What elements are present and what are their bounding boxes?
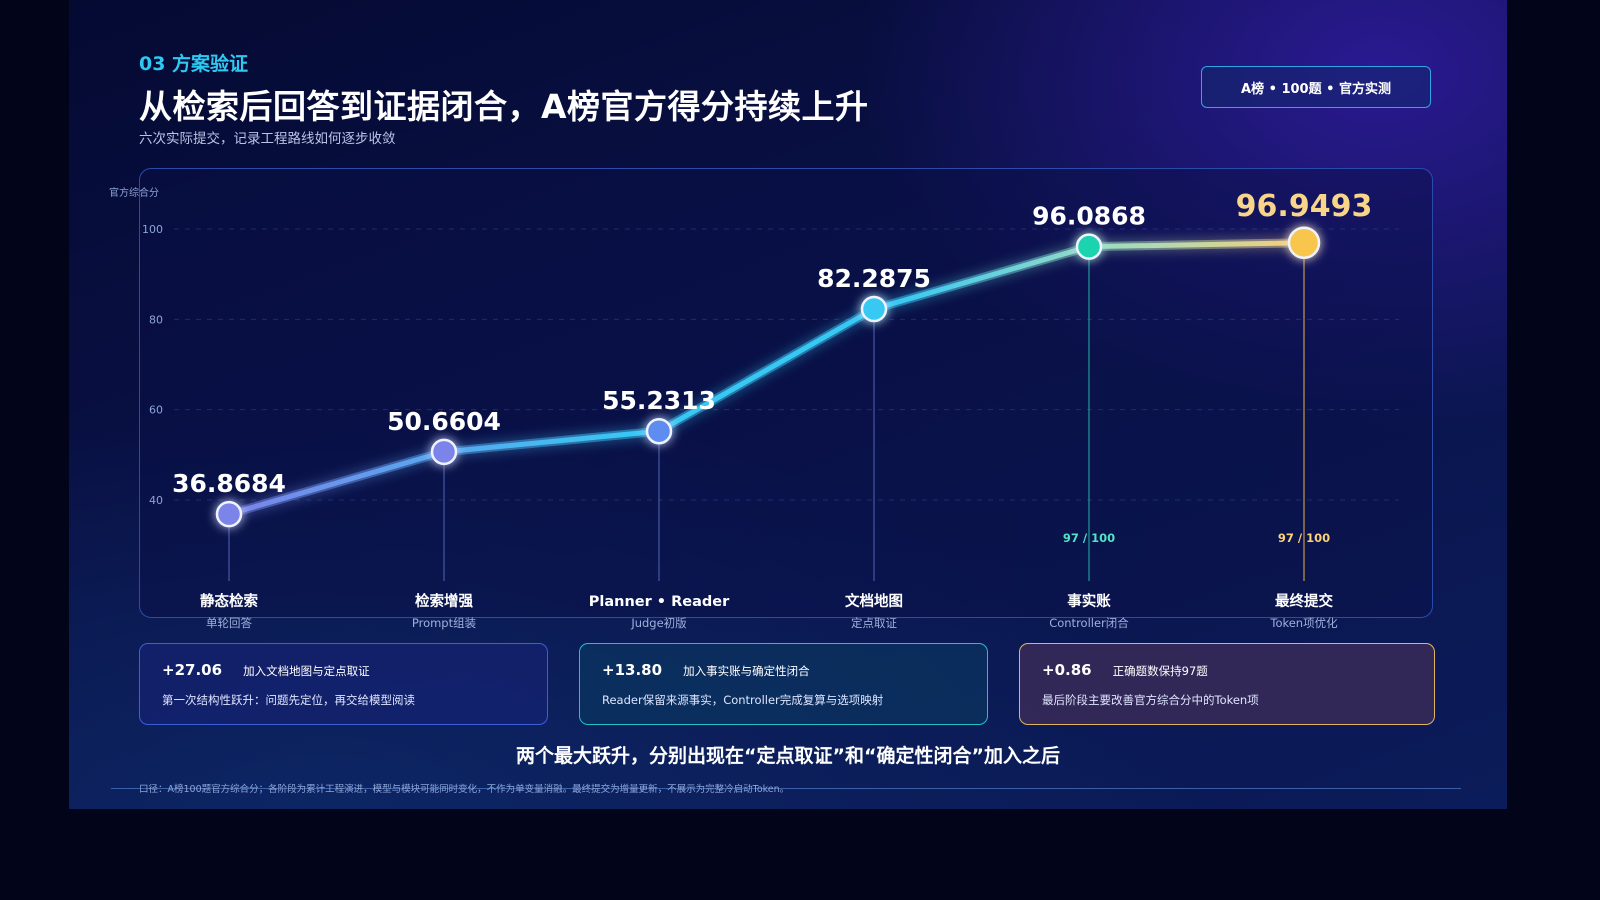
- series-line-glow: [224, 238, 1309, 519]
- card-description: Reader保留来源事实，Controller完成复算与选项映射: [602, 693, 884, 707]
- y-tick-label: 100: [142, 223, 163, 236]
- page-title: 从检索后回答到证据闭合，A榜官方得分持续上升: [139, 87, 869, 126]
- value-label: 96.0868: [1032, 202, 1146, 231]
- score-line-chart: 官方综合分 40 60 80 100 36.8684 50.6604 55.2313 82.28…: [109, 186, 1399, 630]
- slide: 03 方案验证 从检索后回答到证据闭合，A榜官方得分持续上升 六次实际提交，记录…: [69, 0, 1507, 809]
- x-category-sublabel: Judge初版: [630, 616, 687, 630]
- x-category-sublabel: 单轮回答: [206, 616, 252, 630]
- x-category-label: 检索增强: [415, 592, 473, 610]
- x-category-sublabel: Prompt组装: [412, 616, 477, 630]
- card-delta: +27.06: [162, 661, 223, 679]
- correct-count-annotation: 97 / 100: [1278, 531, 1330, 545]
- x-category-sublabel: Controller闭合: [1049, 616, 1129, 630]
- insight-card-fact-ledger: +13.80 加入事实账与确定性闭合 Reader保留来源事实，Controll…: [579, 643, 988, 725]
- x-category-sublabel: 定点取证: [851, 616, 897, 630]
- insight-card-final-submission: +0.86 正确题数保持97题 最后阶段主要改善官方综合分中的Token项: [1019, 643, 1435, 725]
- correct-count-annotation: 97 / 100: [1063, 531, 1115, 545]
- x-category-label: 静态检索: [200, 592, 258, 610]
- data-point: [645, 417, 673, 445]
- value-label: 50.6604: [387, 407, 501, 436]
- value-label: 96.9493: [1236, 189, 1373, 224]
- card-title: 加入文档地图与定点取证: [243, 664, 370, 678]
- card-delta: +13.80: [602, 661, 663, 679]
- scope-badge: A榜 • 100题 • 官方实测: [1201, 66, 1431, 108]
- data-point: [1287, 226, 1321, 260]
- data-point: [1075, 233, 1103, 260]
- page-subtitle: 六次实际提交，记录工程路线如何逐步收敛: [139, 131, 396, 147]
- y-tick-label: 40: [149, 494, 163, 507]
- insight-card-document-map: +27.06 加入文档地图与定点取证 第一次结构性跃升：问题先定位，再交给模型阅…: [139, 643, 548, 725]
- value-label: 55.2313: [602, 386, 716, 415]
- y-axis-label: 官方综合分: [109, 186, 159, 199]
- card-delta: +0.86: [1042, 661, 1092, 679]
- series-line: [226, 240, 1307, 517]
- card-description: 第一次结构性跃升：问题先定位，再交给模型阅读: [162, 693, 415, 707]
- card-title: 加入事实账与确定性闭合: [683, 664, 810, 678]
- value-label: 36.8684: [172, 469, 286, 498]
- section-label: 03 方案验证: [139, 53, 249, 75]
- x-category-label: Planner • Reader: [589, 594, 730, 610]
- data-point: [430, 438, 458, 466]
- y-tick-label: 60: [149, 404, 163, 417]
- y-tick-label: 80: [149, 313, 163, 326]
- x-category-label: 文档地图: [845, 592, 903, 610]
- data-point: [860, 295, 888, 323]
- methodology-footnote: 口径：A榜100题官方综合分；各阶段为累计工程演进，模型与模块可能同时变化，不作…: [139, 784, 790, 795]
- footer-divider: [111, 788, 1461, 789]
- card-description: 最后阶段主要改善官方综合分中的Token项: [1042, 693, 1259, 707]
- data-point: [215, 500, 243, 528]
- x-category-label: 最终提交: [1275, 592, 1333, 610]
- x-category-label: 事实账: [1067, 592, 1111, 610]
- x-category-sublabel: Token项优化: [1269, 616, 1338, 630]
- card-title: 正确题数保持97题: [1112, 664, 1208, 678]
- conclusion-statement: 两个最大跃升，分别出现在“定点取证”和“确定性闭合”加入之后: [516, 745, 1060, 767]
- value-label: 82.2875: [817, 264, 931, 293]
